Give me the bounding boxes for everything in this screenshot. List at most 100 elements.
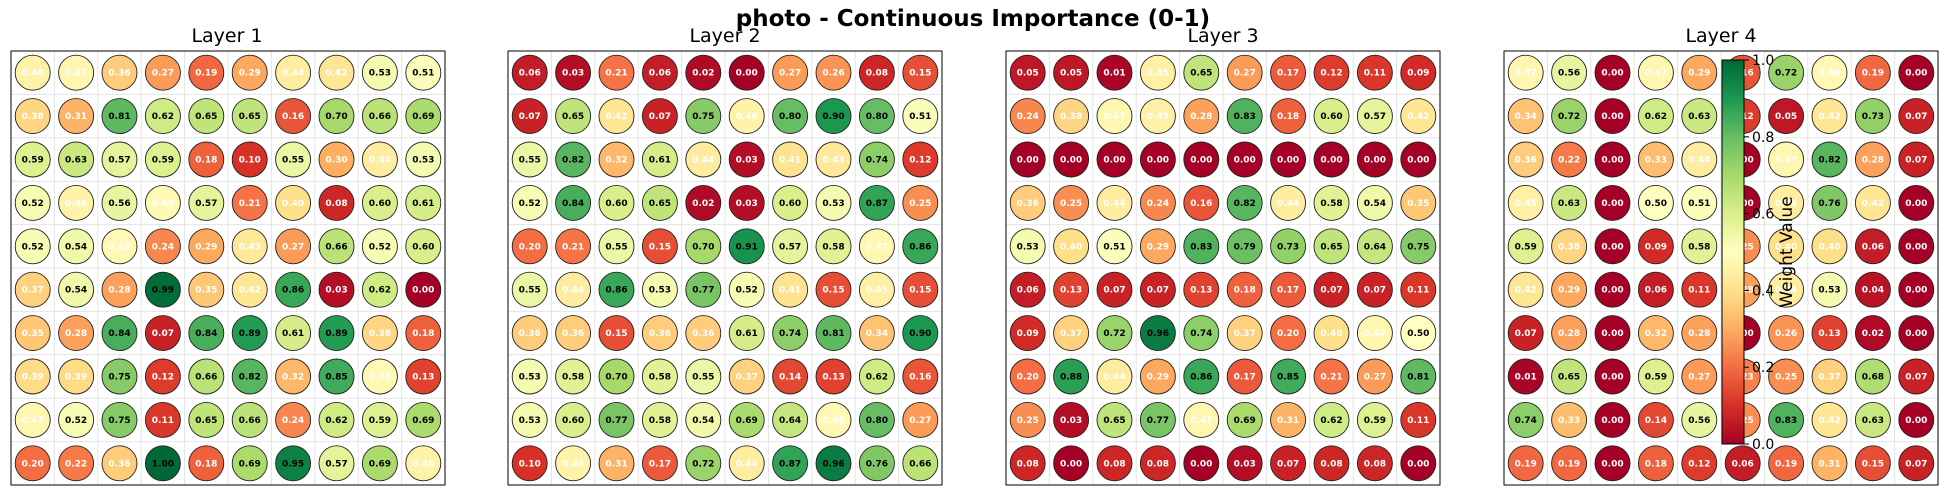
cell-marker [598,271,635,308]
cell-value-label: 0.11 [1407,416,1429,426]
cell-value-label: 0.48 [1818,69,1840,79]
cell-marker [1226,141,1263,178]
cell-marker [318,445,355,482]
cell-marker [1768,358,1805,395]
cell-value-label: 0.47 [22,416,44,426]
cell-value-label: 0.53 [822,199,844,209]
cell-value-label: 0.25 [909,199,931,209]
cell-value-label: 0.20 [1277,329,1299,339]
cell-value-label: 0.58 [649,373,671,383]
cell-value-label: 0.47 [1364,329,1386,339]
cell-marker [511,141,548,178]
cell-marker [555,98,592,135]
cell-marker [728,98,765,135]
cell-value-label: 0.00 [1147,156,1169,166]
cell-marker [1226,228,1263,265]
cell-marker [1183,98,1220,135]
cell-value-label: 0.00 [1905,286,1927,296]
cell-marker [101,98,138,135]
cell-marker [1009,315,1046,352]
cell-marker [685,141,722,178]
cell-value-label: 0.46 [736,112,758,122]
cell-marker [1270,315,1307,352]
cell-value-label: 0.08 [1147,459,1169,469]
cell-value-label: 0.39 [65,373,87,383]
cell-marker [1356,54,1393,91]
cell-value-label: 0.42 [325,69,347,79]
cell-marker [318,401,355,438]
cell-value-label: 0.12 [152,373,174,383]
cell-marker [555,184,592,221]
colorbar-tick-label: 0.2 [1752,360,1774,376]
cell-marker [1053,358,1090,395]
cell-marker [101,141,138,178]
cell-marker [1681,141,1718,178]
cell-value-label: 0.29 [1558,286,1580,296]
cell-value-label: 0.29 [195,242,217,252]
cell-marker [144,98,181,135]
cell-value-label: 0.58 [562,373,584,383]
cell-marker [1768,401,1805,438]
cell-value-label: 0.66 [239,416,261,426]
cell-marker [511,54,548,91]
cell-marker [772,401,809,438]
cell-value-label: 0.00 [1601,286,1623,296]
cell-value-label: 0.00 [1234,156,1256,166]
cell-marker [1096,401,1133,438]
cell-marker [1400,184,1437,221]
cell-value-label: 0.37 [1234,329,1256,339]
cell-marker [144,445,181,482]
cell-marker [902,141,939,178]
cell-value-label: 0.44 [692,156,714,166]
cell-marker [1400,141,1437,178]
cell-marker [1009,445,1046,482]
cell-marker [1400,358,1437,395]
cell-value-label: 0.30 [325,156,347,166]
cell-value-label: 0.80 [866,416,888,426]
cell-value-label: 0.50 [1645,199,1667,209]
cell-value-label: 0.00 [1601,242,1623,252]
cell-marker [1854,228,1891,265]
cell-value-label: 0.88 [1060,373,1082,383]
cell-value-label: 0.52 [736,286,758,296]
panel-frame [507,50,943,486]
cell-marker [902,315,939,352]
cell-value-label: 0.64 [779,416,801,426]
cell-marker [1898,184,1935,221]
cell-marker [815,315,852,352]
cell-marker [361,54,398,91]
cell-marker [815,401,852,438]
cell-marker [902,54,939,91]
cell-value-label: 0.64 [1364,242,1386,252]
cell-value-label: 0.07 [1905,112,1927,122]
cell-value-label: 0.77 [692,286,714,296]
cell-value-label: 0.00 [1601,112,1623,122]
cell-value-label: 0.00 [1601,69,1623,79]
cell-value-label: 0.00 [1320,156,1342,166]
cell-value-label: 0.00 [1905,199,1927,209]
cell-value-label: 0.19 [1862,69,1884,79]
cell-marker [1768,315,1805,352]
cell-marker [1183,315,1220,352]
cell-marker [1768,98,1805,135]
panel-title: Layer 3 [1187,25,1258,47]
cell-value-label: 0.12 [1320,69,1342,79]
cell-marker [815,184,852,221]
cell-marker [1226,315,1263,352]
cell-marker [275,228,312,265]
cell-value-label: 0.99 [152,286,174,296]
cell-value-label: 0.58 [649,416,671,426]
cell-value-label: 0.15 [909,69,931,79]
cell-value-label: 0.00 [1905,69,1927,79]
cell-marker [101,184,138,221]
cell-marker [858,358,895,395]
cell-value-label: 0.58 [822,242,844,252]
colorbar-tick-label: 0.4 [1752,283,1774,299]
cell-marker [361,358,398,395]
cell-value-label: 0.27 [1364,373,1386,383]
cell-value-label: 0.28 [108,286,130,296]
cell-marker [1270,445,1307,482]
cell-value-label: 0.55 [519,286,541,296]
cell-marker [815,445,852,482]
cell-marker [101,401,138,438]
